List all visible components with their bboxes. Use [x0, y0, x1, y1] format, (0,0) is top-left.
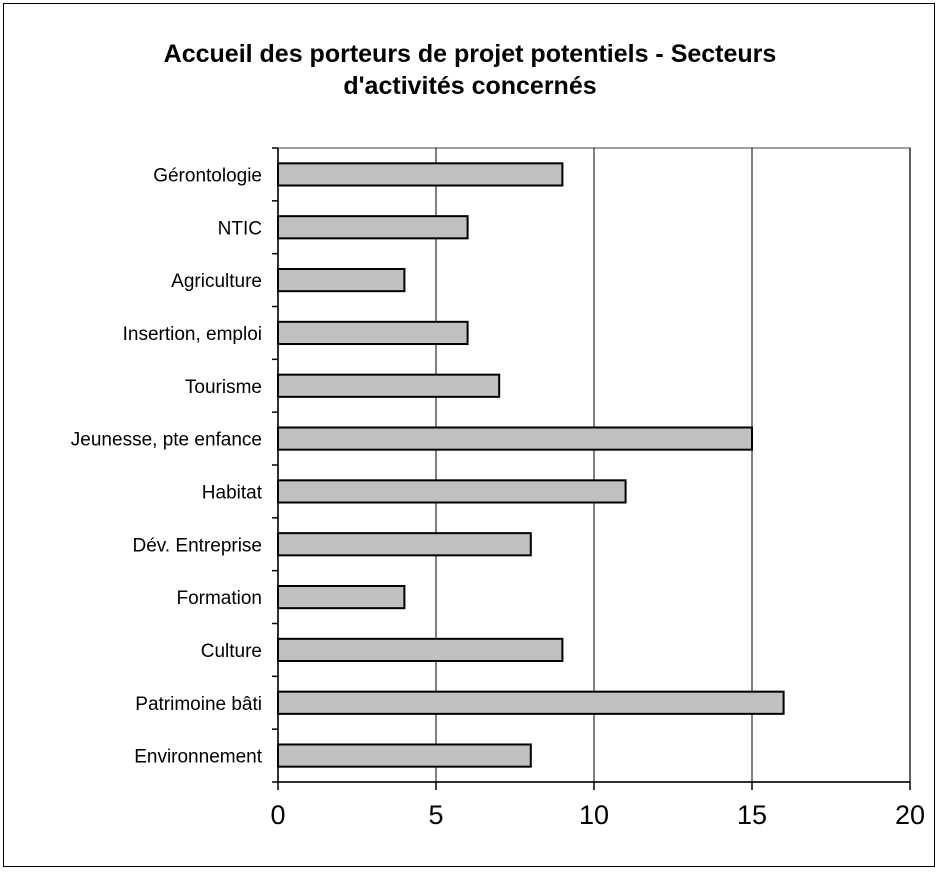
y-category-label: Agriculture: [171, 271, 262, 292]
y-category-label: Formation: [176, 588, 262, 609]
y-category-label: NTIC: [218, 218, 262, 239]
bar: [278, 639, 562, 661]
x-tick-label: 15: [737, 800, 767, 830]
y-category-label: Patrimoine bâti: [135, 694, 262, 715]
bar: [278, 586, 404, 608]
x-tick-label: 10: [579, 800, 609, 830]
x-tick-label: 20: [895, 800, 925, 830]
bar: [278, 322, 468, 344]
y-category-label: Tourisme: [185, 377, 262, 398]
bar: [278, 163, 562, 185]
x-tick-label: 0: [270, 800, 285, 830]
bar: [278, 269, 404, 291]
y-category-label: Dév. Entreprise: [132, 535, 262, 556]
bar: [278, 744, 531, 766]
bar: [278, 216, 468, 238]
bar: [278, 375, 499, 397]
bar: [278, 692, 784, 714]
y-category-label: Culture: [201, 641, 262, 662]
y-category-label: Jeunesse, pte enfance: [71, 430, 262, 451]
x-tick-label: 5: [428, 800, 443, 830]
y-category-label: Gérontologie: [153, 165, 262, 186]
bar: [278, 427, 752, 449]
y-category-label: Insertion, emploi: [123, 324, 262, 345]
y-category-label: Habitat: [202, 482, 263, 503]
bar: [278, 480, 626, 502]
bar: [278, 533, 531, 555]
y-category-label: Environnement: [134, 747, 263, 768]
